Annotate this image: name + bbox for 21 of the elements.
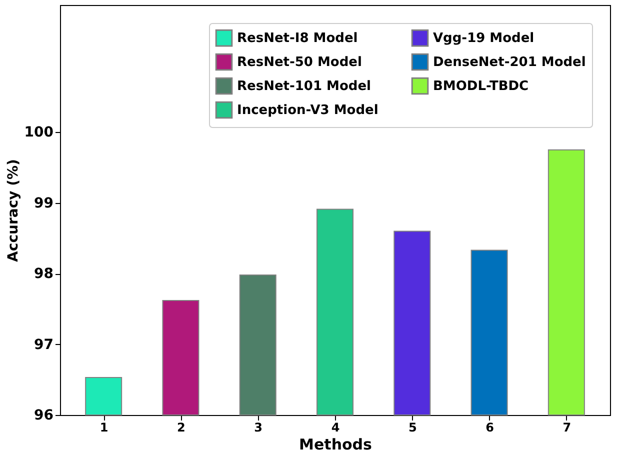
legend-label: ResNet-101 Model bbox=[237, 79, 371, 94]
y-tick-label: 97 bbox=[34, 336, 54, 353]
x-tick-label: 4 bbox=[331, 420, 340, 434]
y-tick-label: 98 bbox=[34, 266, 54, 282]
x-axis-title: Methods bbox=[299, 436, 372, 454]
y-tick-label: 96 bbox=[34, 408, 54, 424]
legend-label: DenseNet-201 Model bbox=[433, 55, 586, 70]
x-tick-label: 7 bbox=[562, 420, 572, 434]
legend-label: ResNet-I8 Model bbox=[237, 31, 358, 46]
x-tick-label: 2 bbox=[177, 420, 186, 434]
x-tick-label: 6 bbox=[486, 420, 494, 434]
legend-label: BMODL-TBDC bbox=[433, 79, 529, 94]
legend-label: ResNet-50 Model bbox=[237, 55, 362, 70]
y-tick-label: 100 bbox=[24, 124, 54, 141]
y-tick-label: 99 bbox=[34, 195, 54, 212]
x-tick-label: 5 bbox=[408, 420, 417, 434]
y-axis-title: Accuracy (%) bbox=[5, 159, 22, 262]
x-tick-label: 3 bbox=[254, 420, 263, 434]
x-tick-label: 1 bbox=[100, 420, 108, 434]
legend-label: Inception-V3 Model bbox=[237, 103, 378, 118]
legend-label: Vgg-19 Model bbox=[433, 31, 534, 46]
